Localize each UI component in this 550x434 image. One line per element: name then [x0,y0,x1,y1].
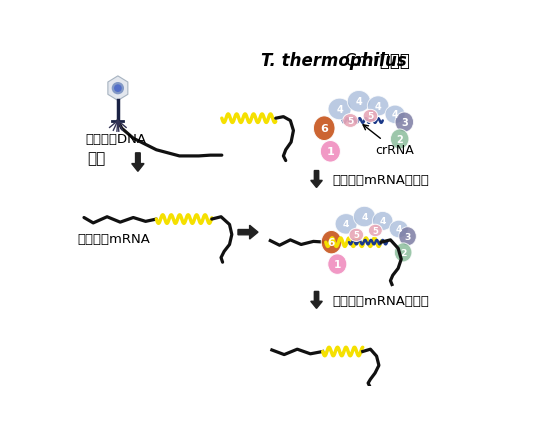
Ellipse shape [335,214,357,234]
Text: 4: 4 [361,213,367,221]
Text: 4: 4 [395,225,402,234]
Polygon shape [238,226,258,240]
Text: ファージDNA: ファージDNA [86,133,146,146]
Text: 5: 5 [354,231,359,240]
Ellipse shape [114,85,122,93]
Text: 3: 3 [401,118,408,128]
Ellipse shape [389,221,408,238]
Ellipse shape [395,113,414,133]
Polygon shape [132,154,144,172]
Ellipse shape [399,227,416,246]
Text: Cmr複合体: Cmr複合体 [340,52,410,70]
Text: ファージmRNAの分解: ファージmRNAの分解 [332,294,429,307]
Ellipse shape [112,83,124,95]
Text: 3: 3 [404,232,411,241]
Text: T. thermophilus: T. thermophilus [261,52,407,70]
Ellipse shape [363,110,378,123]
Text: 1: 1 [327,147,334,157]
Text: ファージmRNA: ファージmRNA [78,233,151,246]
Ellipse shape [314,117,335,141]
Text: 4: 4 [392,110,398,120]
Ellipse shape [372,212,393,231]
Text: 5: 5 [372,227,378,235]
Polygon shape [311,292,322,309]
Text: ファージmRNAへ結合: ファージmRNAへ結合 [332,174,429,187]
Ellipse shape [328,99,351,121]
Text: 2: 2 [400,248,406,257]
Text: 6: 6 [320,124,328,134]
Ellipse shape [390,130,409,150]
Text: 4: 4 [355,97,362,107]
Text: 2: 2 [397,135,403,145]
Ellipse shape [368,225,382,237]
Text: 5: 5 [347,117,354,126]
Ellipse shape [321,231,342,254]
Text: 4: 4 [375,102,382,112]
Ellipse shape [394,243,412,262]
Polygon shape [108,77,128,101]
Polygon shape [311,171,322,188]
Text: 4: 4 [379,217,386,226]
Ellipse shape [354,207,375,227]
Ellipse shape [349,229,364,242]
Text: 1: 1 [334,260,341,270]
Text: 4: 4 [343,220,349,229]
Ellipse shape [343,114,358,128]
Text: 4: 4 [336,105,343,115]
Text: 転写: 転写 [87,151,105,166]
Text: crRNA: crRNA [363,125,414,157]
Text: 6: 6 [328,237,335,247]
Ellipse shape [348,91,371,113]
Ellipse shape [328,254,347,275]
Ellipse shape [367,97,389,117]
Text: 5: 5 [367,112,373,121]
Ellipse shape [320,141,340,163]
Ellipse shape [385,106,405,124]
